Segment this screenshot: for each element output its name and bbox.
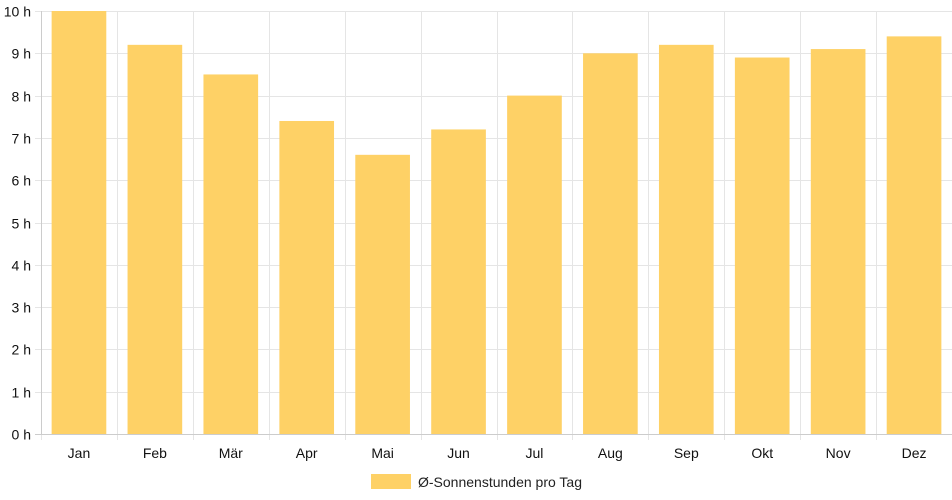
x-tick-label: Jun [447, 445, 470, 461]
x-tick-label: Feb [143, 445, 167, 461]
y-tick-label: 7 h [12, 131, 31, 147]
bars [51, 11, 942, 435]
y-tick-label: 10 h [4, 4, 31, 20]
bar-dez[interactable] [886, 36, 942, 434]
y-tick-label: 0 h [12, 427, 31, 443]
y-tick-label: 3 h [12, 300, 31, 316]
legend[interactable]: Ø-Sonnenstunden pro Tag [371, 474, 582, 490]
x-tick-label: Okt [751, 445, 773, 461]
y-tick-label: 2 h [12, 342, 31, 358]
x-tick-label: Mär [219, 445, 243, 461]
bar-jan[interactable] [51, 11, 107, 434]
x-tick-label: Jul [526, 445, 544, 461]
y-axis-ticks: 0 h 1 h 2 h 3 h 4 h 5 h 6 h 7 h 8 h 9 h 10 h [4, 4, 31, 443]
bar-mai[interactable] [355, 154, 410, 434]
x-tick-label: Aug [598, 445, 623, 461]
y-tick-label: 8 h [12, 89, 31, 105]
y-tick-label: 4 h [12, 258, 31, 274]
bar-feb[interactable] [127, 44, 183, 435]
bar-jul[interactable] [507, 95, 562, 434]
legend-label[interactable]: Ø-Sonnenstunden pro Tag [418, 474, 582, 490]
x-tick-label: Dez [902, 445, 927, 461]
x-tick-label: Nov [826, 445, 851, 461]
y-tick-label: 5 h [12, 216, 31, 232]
bar-okt[interactable] [734, 57, 790, 434]
bar-apr[interactable] [279, 120, 335, 434]
x-tick-label: Jan [68, 445, 91, 461]
x-axis-ticks: Jan Feb Mär Apr Mai Jun Jul Aug Sep Okt Nov Dez [68, 445, 927, 461]
bar-jun[interactable] [431, 129, 486, 434]
axes [35, 11, 952, 435]
bar-nov[interactable] [810, 49, 866, 434]
legend-swatch[interactable] [371, 474, 411, 489]
y-tick-label: 1 h [12, 385, 31, 401]
y-tick-label: 6 h [12, 173, 31, 189]
x-tick-label: Mai [371, 445, 394, 461]
x-tick-label: Sep [674, 445, 699, 461]
bar-mär[interactable] [203, 74, 259, 434]
x-tick-label: Apr [296, 445, 318, 461]
bar-aug[interactable] [583, 53, 638, 435]
y-tick-label: 9 h [12, 46, 31, 62]
bar-sep[interactable] [658, 44, 714, 435]
